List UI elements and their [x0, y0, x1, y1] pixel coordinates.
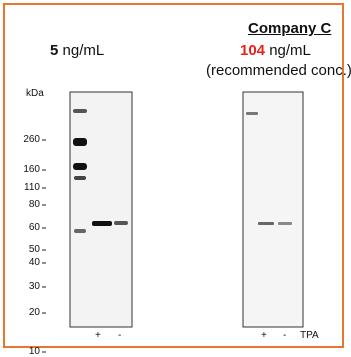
left-band-plus: [92, 221, 112, 226]
marker-label-160: 160: [23, 164, 40, 175]
left-panel-title: 5 ng/mL: [50, 42, 104, 59]
left-concentration-unit: ng/mL: [58, 42, 105, 59]
marker-label-110: 110: [24, 182, 40, 193]
lane-label-left-minus: -: [118, 330, 122, 341]
recommended-note: (recommended conc.): [206, 62, 351, 79]
right-band-minus: [278, 222, 292, 225]
left-band-minus: [114, 221, 128, 225]
lane-label-right-minus: -: [283, 330, 287, 341]
treatment-label: TPA: [300, 330, 319, 341]
marker-label-50: 50: [28, 244, 40, 255]
marker-label-80: 80: [28, 199, 40, 210]
marker-label-10: 10: [28, 346, 40, 357]
left-membrane: [69, 91, 133, 328]
marker-label-260: 260: [23, 134, 40, 145]
marker-label-20: 20: [28, 307, 40, 318]
ladder-bands: [73, 109, 87, 233]
lane-label-left-plus: +: [95, 330, 101, 341]
kda-label: kDa: [26, 88, 44, 99]
right-concentration-value: 104: [240, 42, 266, 59]
right-concentration-unit: ng/mL: [265, 42, 311, 59]
marker-label-40: 40: [28, 257, 40, 268]
left-concentration-value: 5: [50, 42, 59, 59]
marker-label-60: 60: [28, 222, 40, 233]
figure-frame: [3, 3, 344, 348]
right-panel-title: 104 ng/mL: [240, 42, 311, 59]
right-ladder-band: [246, 112, 258, 115]
right-membrane: [242, 91, 304, 328]
lane-label-right-plus: +: [261, 330, 267, 341]
right-band-plus: [258, 222, 274, 225]
company-label: Company C: [248, 20, 332, 37]
marker-ticks: [42, 139, 46, 353]
marker-label-30: 30: [28, 281, 40, 292]
